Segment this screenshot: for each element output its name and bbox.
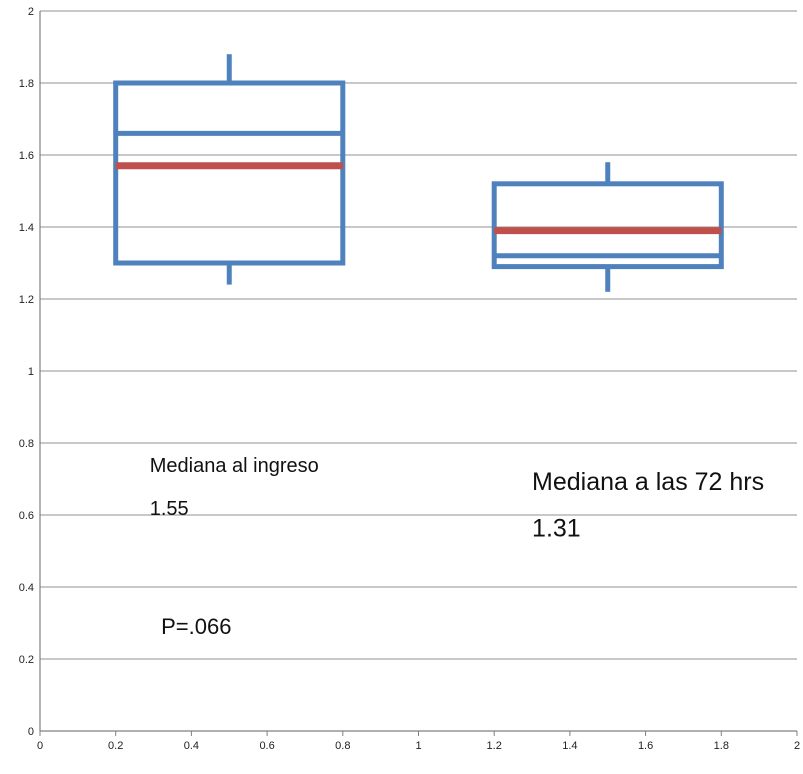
y-tick-label: 1.4 <box>19 222 34 234</box>
tick-labels: 0 0.2 0.4 0.6 0.8 1 1.2 1.4 1.6 1.8 2 0 0.2 0.4 0.6 0.8… <box>19 6 800 752</box>
x-tick-label: 1.2 <box>487 740 502 752</box>
y-tick-label: 0.4 <box>19 582 34 594</box>
annotation-ann2_value: 1.31 <box>532 515 581 543</box>
x-tick-label: 1.8 <box>714 740 729 752</box>
box-rect <box>113 80 346 266</box>
boxes <box>113 54 724 292</box>
annotation-ann1_value: 1.55 <box>150 498 189 520</box>
grid-lines <box>40 10 797 660</box>
y-tick-label: 1.8 <box>19 78 34 90</box>
y-tick-label: 2 <box>28 6 34 18</box>
x-tick-label: 2 <box>794 740 800 752</box>
y-tick-label: 1.6 <box>19 150 34 162</box>
annotation-ann2_title: Mediana a las 72 hrs <box>532 468 764 496</box>
y-tick-label: 0 <box>28 726 34 738</box>
box-group-2 <box>491 162 724 292</box>
annotations: Mediana al ingreso 1.55 Mediana a las 72 h… <box>150 455 764 639</box>
annotation-ann1_title: Mediana al ingreso <box>150 455 319 477</box>
y-tick-label: 1 <box>28 366 34 378</box>
y-tick-label: 0.6 <box>19 510 34 522</box>
axes <box>39 11 798 736</box>
x-tick-label: 0.4 <box>184 740 199 752</box>
x-tick-label: 0.6 <box>259 740 274 752</box>
box-group-1 <box>113 54 346 285</box>
x-tick-label: 0 <box>37 740 43 752</box>
x-tick-label: 1.6 <box>638 740 653 752</box>
box-rect <box>491 181 724 270</box>
x-tick-label: 0.8 <box>335 740 350 752</box>
y-tick-label: 0.2 <box>19 654 34 666</box>
annotation-ann3: P=.066 <box>161 614 231 639</box>
y-tick-label: 1.2 <box>19 294 34 306</box>
x-tick-label: 1 <box>415 740 421 752</box>
y-tick-label: 0.8 <box>19 438 34 450</box>
x-tick-label: 1.4 <box>562 740 577 752</box>
x-tick-label: 0.2 <box>108 740 123 752</box>
